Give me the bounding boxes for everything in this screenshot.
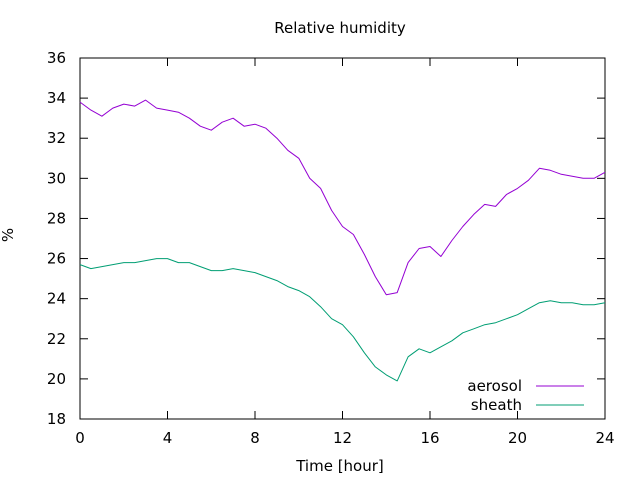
y-tick-label: 36 (47, 49, 66, 67)
y-tick-label: 28 (47, 209, 66, 227)
x-axis: 0 4 8 12 16 20 24 (75, 58, 615, 447)
x-tick-label: 16 (420, 429, 439, 447)
series-line-sheath (79, 258, 606, 382)
x-tick-label: 12 (333, 429, 352, 447)
y-tick-label: 30 (47, 169, 66, 187)
y-tick-label: 20 (47, 370, 66, 388)
y-axis: 18 20 22 24 26 28 30 32 34 36 (47, 49, 605, 428)
y-axis-label: % (0, 228, 17, 242)
x-tick-label: 20 (508, 429, 527, 447)
series-lines (79, 99, 606, 382)
plot-frame (79, 57, 606, 420)
series-line-aerosol (79, 99, 606, 296)
y-tick-label: 22 (47, 330, 66, 348)
x-tick-label: 4 (163, 429, 173, 447)
x-axis-label: Time [hour] (295, 457, 384, 475)
x-tick-label: 0 (75, 429, 85, 447)
x-tick-label: 24 (595, 429, 614, 447)
y-tick-label: 18 (47, 410, 66, 428)
legend-label-sheath: sheath (471, 396, 522, 414)
x-tick-label: 8 (250, 429, 260, 447)
y-tick-label: 26 (47, 250, 66, 268)
chart-title: Relative humidity (274, 19, 406, 37)
y-tick-label: 34 (47, 89, 66, 107)
legend-label-aerosol: aerosol (467, 377, 522, 395)
y-tick-label: 24 (47, 290, 66, 308)
y-tick-label: 32 (47, 129, 66, 147)
